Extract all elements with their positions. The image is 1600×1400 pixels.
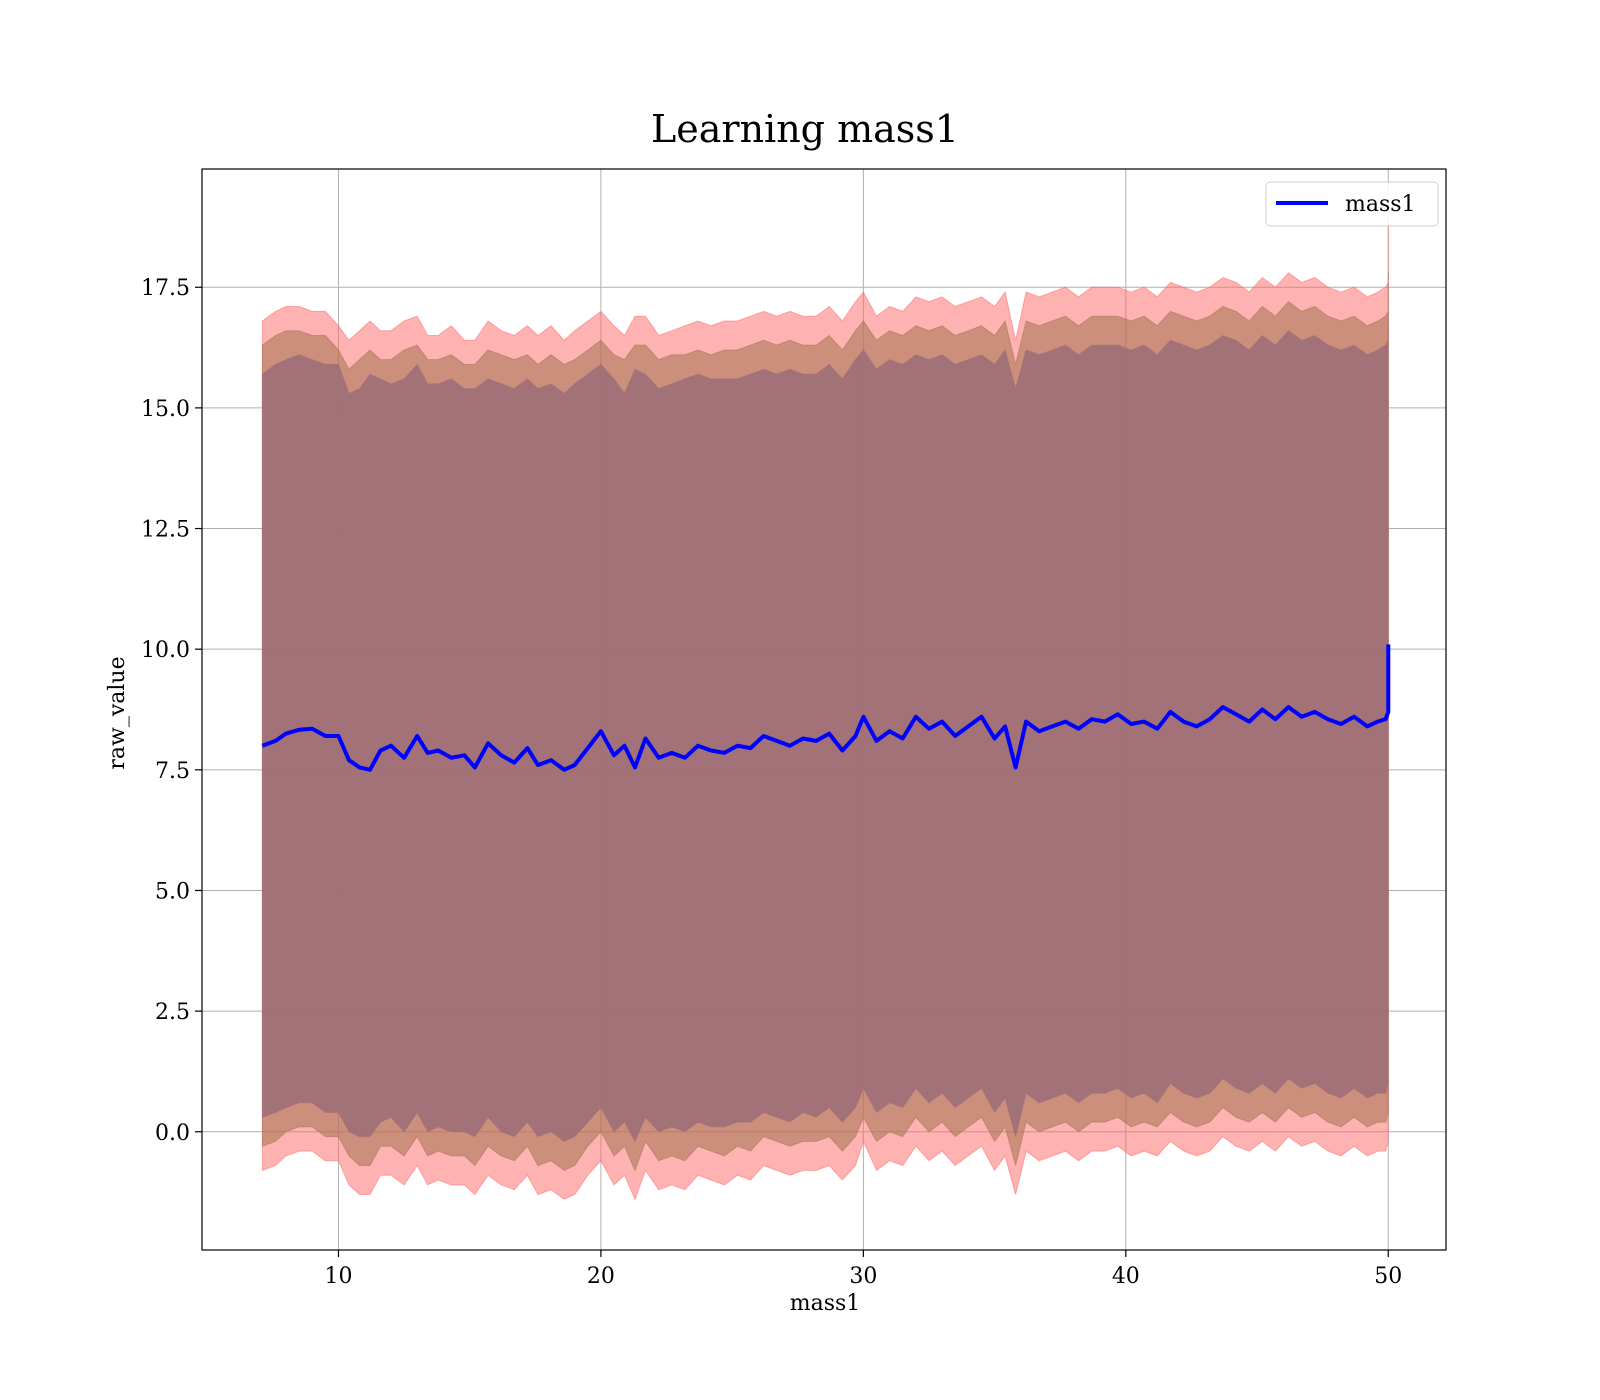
y-tick-label: 17.5 [141,276,190,301]
bands [261,224,1389,1201]
x-tick-label: 30 [849,1264,877,1289]
x-ticks: 10 20 30 40 50 [324,1250,1402,1289]
y-tick-label: 2.5 [155,1000,190,1025]
x-tick-label: 50 [1374,1264,1402,1289]
axes-frame [201,168,1447,1251]
legend-box [1265,181,1439,227]
plot-area: 10 20 30 40 50 0.0 2.5 5.0 7.5 10.0 12.5 15.0 17.5 [141,168,1447,1289]
chart-title: Learning mass1 [651,107,959,151]
band-inner [261,321,1389,1143]
y-tick-label: 15.0 [141,397,190,422]
legend-label-mass1: mass1 [1345,192,1416,217]
x-tick-label: 40 [1112,1264,1140,1289]
series-line-mass1 [261,644,1391,772]
y-tick-label: 10.0 [141,638,190,663]
y-tick-label: 0.0 [155,1121,190,1146]
y-tick-label: 12.5 [141,518,190,543]
legend: mass1 [1265,181,1439,227]
series-lines [261,644,1391,772]
x-axis-label: mass1 [790,1291,861,1316]
y-tick-label: 5.0 [155,879,190,904]
y-tick-label: 7.5 [155,759,190,784]
x-tick-label: 20 [587,1264,615,1289]
y-ticks: 0.0 2.5 5.0 7.5 10.0 12.5 15.0 17.5 [141,276,202,1146]
y-axis-label: raw_value [105,656,130,769]
x-tick-label: 10 [324,1264,352,1289]
